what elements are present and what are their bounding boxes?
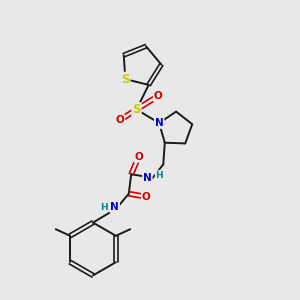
Text: O: O [142, 192, 151, 202]
Text: N: N [143, 173, 152, 183]
Text: O: O [116, 115, 124, 125]
Text: H: H [156, 171, 163, 180]
Text: N: N [110, 202, 119, 212]
Text: N: N [155, 118, 164, 128]
Text: O: O [154, 91, 163, 101]
Text: H: H [100, 203, 107, 212]
Text: O: O [134, 152, 143, 162]
Text: S: S [132, 103, 141, 116]
Text: S: S [121, 73, 130, 85]
